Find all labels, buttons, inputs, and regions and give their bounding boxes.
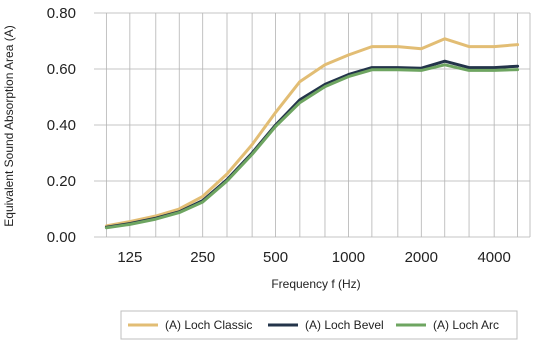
legend: (A) Loch Classic (A) Loch Bevel (A) Loch A… bbox=[120, 310, 518, 340]
y-tick-label: 0.80 bbox=[47, 5, 76, 22]
x-axis-ticks: 125 250 500 1000 2000 4000 bbox=[117, 249, 511, 266]
y-tick-label: 0.40 bbox=[47, 117, 76, 134]
x-tick-label: 500 bbox=[263, 249, 288, 266]
legend-box bbox=[120, 310, 518, 340]
series-line bbox=[104, 59, 520, 229]
x-tick-label: 125 bbox=[117, 249, 142, 266]
x-tick-label: 250 bbox=[190, 249, 215, 266]
y-tick-label: 0.00 bbox=[47, 229, 76, 246]
legend-label: (A) Loch Arc bbox=[433, 318, 499, 332]
y-axis-title: Equivalent Sound Absorption Area (A) bbox=[2, 25, 16, 226]
x-tick-label: 1000 bbox=[332, 249, 365, 266]
y-tick-label: 0.60 bbox=[47, 61, 76, 78]
legend-label: (A) Loch Bevel bbox=[305, 318, 384, 332]
y-tick-label: 0.20 bbox=[47, 173, 76, 190]
series-line bbox=[104, 37, 520, 228]
legend-label: (A) Loch Classic bbox=[165, 318, 252, 332]
series-lines bbox=[104, 37, 520, 230]
x-tick-label: 4000 bbox=[477, 249, 510, 266]
y-axis-ticks: 0.00 0.20 0.40 0.60 0.80 bbox=[47, 5, 76, 246]
series-line bbox=[104, 63, 520, 230]
x-tick-label: 2000 bbox=[405, 249, 438, 266]
x-axis-title: Frequency f (Hz) bbox=[271, 277, 360, 291]
